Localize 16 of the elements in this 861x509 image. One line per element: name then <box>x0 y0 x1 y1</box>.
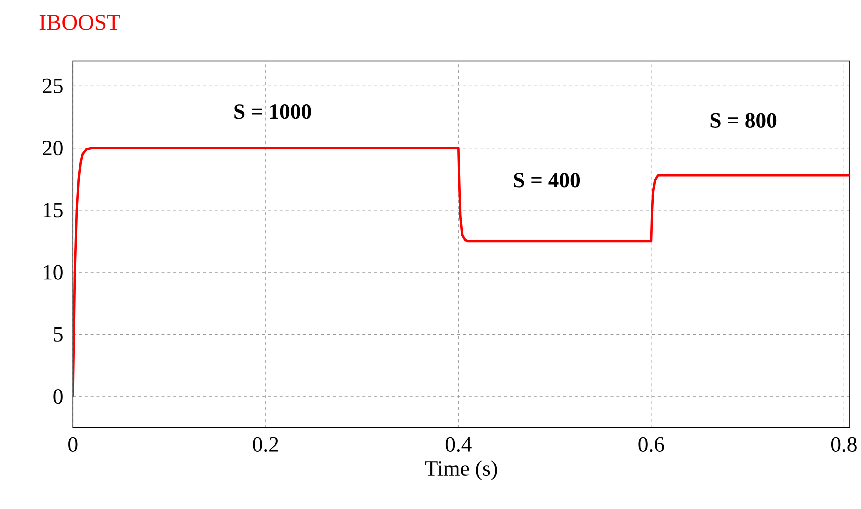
annotation: S = 400 <box>514 173 580 188</box>
y-tick-label: 25 <box>43 78 63 94</box>
x-tick-label: 0.6 <box>638 437 664 452</box>
annotation: S = 800 <box>710 113 777 128</box>
x-tick-label: 0 <box>68 437 78 452</box>
x-tick-label: 0.4 <box>446 437 472 452</box>
x-axis-title: Time (s) <box>425 460 498 480</box>
x-tick-label: 0.8 <box>831 437 857 452</box>
y-tick-label: 10 <box>44 265 63 280</box>
x-tick-label: 0.2 <box>253 437 278 452</box>
y-tick-label: 15 <box>44 203 63 218</box>
y-tick-label: 20 <box>43 140 63 156</box>
annotation: S = 1000 <box>234 104 312 120</box>
chart-title: IBOOST <box>40 15 120 30</box>
y-tick-label: 0 <box>54 390 63 404</box>
y-tick-label: 5 <box>54 328 63 342</box>
